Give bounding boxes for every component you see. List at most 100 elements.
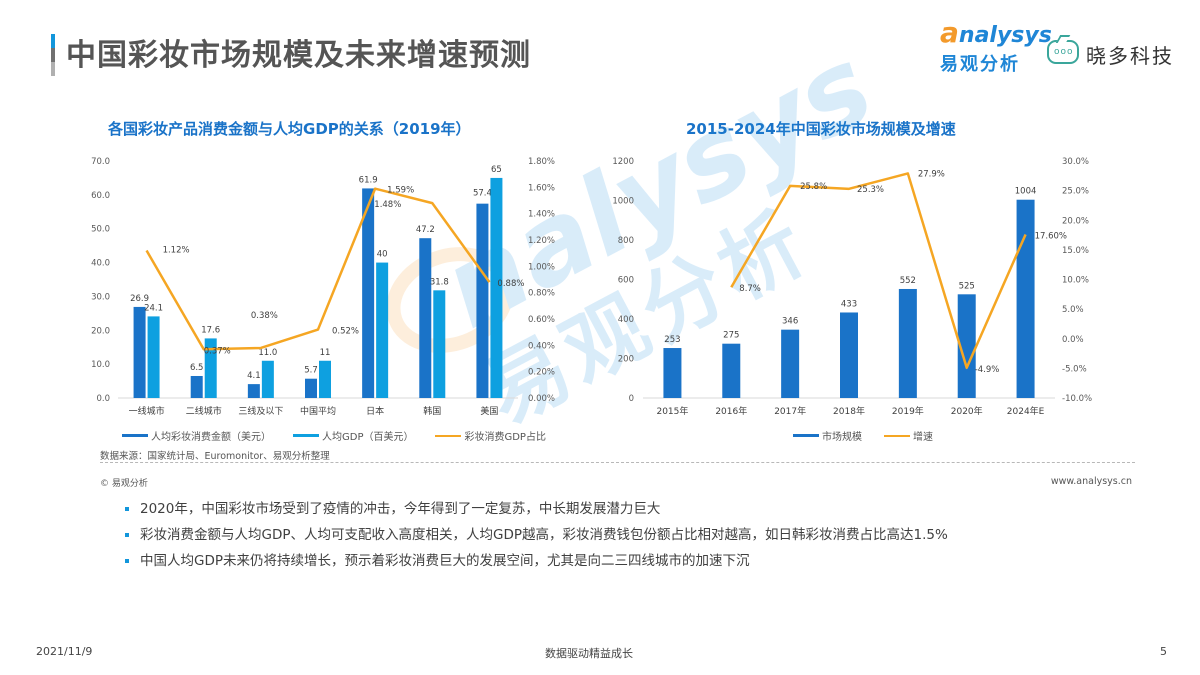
bar <box>433 290 446 398</box>
svg-text:0.88%: 0.88% <box>497 279 524 289</box>
left-y-axis: 0.0 10.0 20.0 30.0 40.0 50.0 60.0 70.0 <box>91 157 110 404</box>
bar <box>419 238 432 398</box>
svg-text:-4.9%: -4.9% <box>975 365 1000 375</box>
left-x-axis-labels: 一线城市 二线城市 三线及以下 中国平均 日本 韩国 美国 <box>129 405 499 417</box>
analysys-logo: analysys <box>940 16 1052 49</box>
svg-text:0.37%: 0.37% <box>204 346 231 356</box>
svg-text:0.38%: 0.38% <box>251 311 278 321</box>
svg-text:5.7: 5.7 <box>304 366 318 376</box>
svg-text:15.0%: 15.0% <box>1062 246 1089 256</box>
svg-text:1.20%: 1.20% <box>528 236 555 246</box>
svg-text:美国: 美国 <box>480 405 498 417</box>
bar <box>1016 199 1035 398</box>
svg-text:800: 800 <box>618 236 634 246</box>
svg-text:11.0: 11.0 <box>258 348 277 358</box>
title-accent-bar <box>51 34 55 76</box>
svg-text:10.0: 10.0 <box>91 360 110 370</box>
svg-text:日本: 日本 <box>366 405 384 417</box>
analysys-logo-cn: 易观分析 <box>940 54 1020 75</box>
bar <box>722 343 741 398</box>
svg-text:6.5: 6.5 <box>190 363 204 373</box>
svg-text:17.6: 17.6 <box>201 325 220 335</box>
svg-text:0.20%: 0.20% <box>528 368 555 378</box>
svg-text:0.0: 0.0 <box>96 394 110 404</box>
svg-text:275: 275 <box>723 331 739 341</box>
svg-text:47.2: 47.2 <box>416 225 435 235</box>
right-line-series: 8.7% 25.8% 25.3% 27.9% -4.9% 17.60% <box>730 169 1067 375</box>
svg-text:31.8: 31.8 <box>430 277 449 287</box>
svg-text:25.3%: 25.3% <box>857 185 884 195</box>
left-combo-chart: 0.0 10.0 20.0 30.0 40.0 50.0 60.0 70.0 0.00% 0.2… <box>91 157 555 417</box>
svg-text:253: 253 <box>664 335 680 345</box>
svg-text:0.60%: 0.60% <box>528 315 555 325</box>
website-link[interactable]: www.analysys.cn <box>1050 476 1132 487</box>
footer-date: 2021/11/9 <box>36 645 93 658</box>
bar <box>261 360 274 398</box>
bar <box>305 378 317 398</box>
svg-text:552: 552 <box>900 276 916 286</box>
svg-text:-5.0%: -5.0% <box>1062 364 1087 374</box>
svg-text:2019年: 2019年 <box>892 405 924 417</box>
svg-text:50.0: 50.0 <box>91 225 110 235</box>
right-x-axis-labels: 2015年 2016年 2017年 2018年 2019年 2020年 2024年E <box>656 405 1044 417</box>
legend-item-growth: 增速 <box>884 428 933 443</box>
bar <box>663 348 682 398</box>
page-number: 5 <box>1160 645 1167 658</box>
right-bars: 253 275 346 433 552 525 1004 <box>663 187 1036 398</box>
svg-text:60.0: 60.0 <box>91 191 110 201</box>
svg-text:2018年: 2018年 <box>833 405 865 417</box>
svg-text:0.52%: 0.52% <box>332 327 359 337</box>
svg-text:2020年: 2020年 <box>951 405 983 417</box>
finding-item: 2020年，中国彩妆市场受到了疫情的冲击，今年得到了一定复苏，中长期发展潜力巨大 <box>125 496 948 522</box>
right-y2-axis: -10.0% -5.0% 0.0% 5.0% 10.0% 15.0% 20.0% 25.0% 3… <box>1062 157 1092 404</box>
bar <box>133 306 146 398</box>
svg-text:0: 0 <box>629 394 634 404</box>
partner-name: 晓多科技 <box>1086 44 1174 68</box>
bar <box>476 203 489 398</box>
svg-text:17.60%: 17.60% <box>1035 231 1067 241</box>
svg-text:二线城市: 二线城市 <box>186 405 222 417</box>
data-source-note: 数据来源：国家统计局、Euromonitor、易观分析整理 <box>100 451 330 462</box>
svg-text:一线城市: 一线城市 <box>129 405 165 417</box>
svg-text:24.1: 24.1 <box>144 303 163 313</box>
svg-text:40.0: 40.0 <box>91 259 110 269</box>
svg-text:0.00%: 0.00% <box>528 394 555 404</box>
svg-text:11: 11 <box>320 348 331 358</box>
svg-text:25.0%: 25.0% <box>1062 187 1089 197</box>
bar <box>957 294 976 398</box>
svg-text:200: 200 <box>618 355 634 365</box>
bar <box>840 312 858 398</box>
svg-text:30.0: 30.0 <box>91 292 110 302</box>
svg-text:30.0%: 30.0% <box>1062 157 1089 167</box>
left-y2-axis: 0.00% 0.20% 0.40% 0.60% 0.80% 1.00% 1.20% 1.40%… <box>528 157 555 404</box>
footer-slogan: 数据驱动精益成长 <box>545 647 633 660</box>
svg-text:20.0%: 20.0% <box>1062 216 1089 226</box>
right-chart-legend: 市场规模 增速 <box>793 428 955 443</box>
bar <box>898 288 917 398</box>
svg-text:27.9%: 27.9% <box>918 169 945 179</box>
svg-text:0.0%: 0.0% <box>1062 335 1084 345</box>
svg-text:65: 65 <box>491 165 502 175</box>
finding-item: 彩妆消费金额与人均GDP、人均可支配收入高度相关，人均GDP越高，彩妆消费钱包份… <box>125 522 948 548</box>
divider <box>100 462 1135 463</box>
svg-text:1.59%: 1.59% <box>387 186 414 196</box>
legend-item-market-size: 市场规模 <box>793 428 862 443</box>
svg-text:0.40%: 0.40% <box>528 341 555 351</box>
svg-text:26.9: 26.9 <box>130 294 149 304</box>
bar <box>362 188 375 398</box>
svg-text:0.80%: 0.80% <box>528 289 555 299</box>
svg-text:1.00%: 1.00% <box>528 262 555 272</box>
page-title: 中国彩妆市场规模及未来增速预测 <box>66 38 531 73</box>
svg-text:2015年: 2015年 <box>656 405 688 417</box>
svg-text:1.80%: 1.80% <box>528 157 555 167</box>
svg-text:1004: 1004 <box>1015 187 1037 197</box>
svg-text:10.0%: 10.0% <box>1062 276 1089 286</box>
svg-text:8.7%: 8.7% <box>739 284 761 294</box>
legend-item-consumption: 人均彩妆消费金额（美元） <box>122 428 271 443</box>
svg-text:25.8%: 25.8% <box>800 182 827 192</box>
bar <box>376 262 389 398</box>
bar <box>247 384 260 398</box>
left-chart-title: 各国彩妆产品消费金额与人均GDP的关系（2019年） <box>108 120 471 138</box>
svg-text:1.40%: 1.40% <box>528 210 555 220</box>
bar <box>781 329 800 398</box>
